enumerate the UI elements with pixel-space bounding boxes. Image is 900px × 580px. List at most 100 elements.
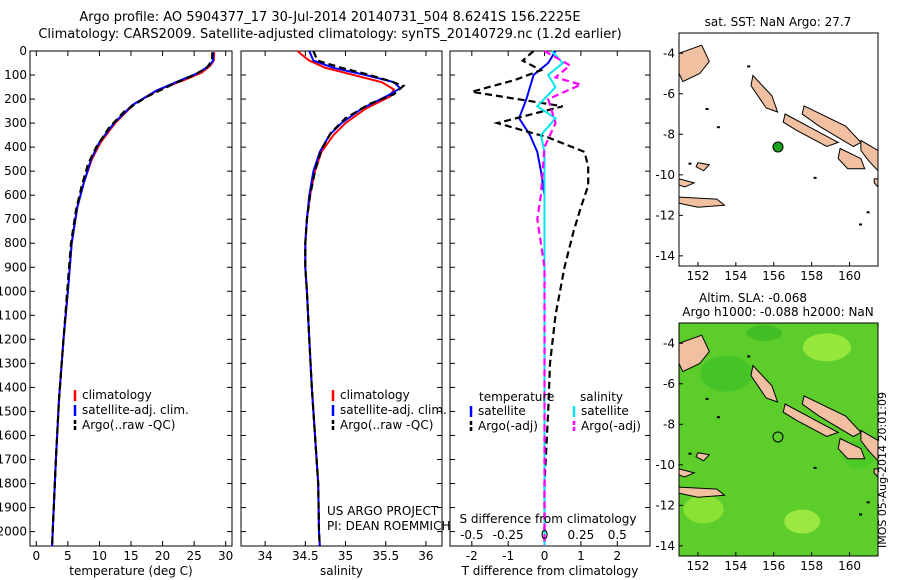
diff-s-axis-label: S difference from climatology [460, 512, 637, 526]
depth-tick-label: 1900 [0, 501, 27, 515]
diff-s-tick-label: -0.25 [493, 528, 524, 542]
depth-tick-label: 1300 [0, 356, 27, 370]
depth-tick-label: 1400 [0, 380, 27, 394]
map_sla-landmass [782, 403, 840, 438]
map_sla-islet [866, 501, 870, 504]
map_sla-xtick-label: 160 [838, 559, 861, 573]
map_sla-sla-patch [683, 495, 724, 524]
differences-frame [449, 50, 651, 547]
diff-legend-item: satellite [478, 404, 526, 418]
map_sla-landmass [750, 364, 779, 403]
map-sla-title: Altim. SLA: -0.068 [699, 291, 807, 305]
depth-tick-label: 300 [4, 116, 27, 130]
map_sst-ytick-label: -10 [655, 168, 675, 182]
diff-s-tick-label: 0 [541, 528, 549, 542]
salinity-xtick-label: 34.5 [292, 549, 319, 563]
map_sst-landmass [679, 178, 696, 188]
salinity-xlabel: salinity [320, 564, 363, 578]
map_sla-xtick-label: 156 [762, 559, 785, 573]
depth-tick-label: 1500 [0, 404, 27, 418]
map_sla-ytick-label: -10 [655, 458, 675, 472]
temperature-legend-item: satellite-adj. clim. [82, 403, 189, 417]
diff-s-tick-label: 0.25 [568, 528, 595, 542]
map_sst-frame [678, 32, 879, 267]
depth-tick-label: 1700 [0, 452, 27, 466]
map_sla-landmass [873, 468, 878, 478]
map_sst-ytick-label: -12 [655, 208, 675, 222]
depth-tick-label: 400 [4, 140, 27, 154]
salinity-xtick-label: 35.5 [372, 549, 399, 563]
depth-tick-label: 600 [4, 188, 27, 202]
imos-timestamp-label: IMOS 05-Aug-2014 20:01:09 [876, 392, 889, 548]
map-sst-title: sat. SST: NaN Argo: 27.7 [705, 15, 852, 29]
salinity-series-argo-raw-qc- [304, 50, 406, 547]
map_sla-ytick-label: -4 [663, 336, 675, 350]
chart-title-line1: Argo profile: AO 5904377_17 30-Jul-2014 … [79, 10, 581, 25]
differences-series-salinity-argo-adj- [536, 50, 585, 546]
differences-xlabel: T difference from climatology [461, 564, 639, 578]
map_sla-islet [688, 452, 692, 455]
diff-legend-item: Argo(-adj) [478, 419, 538, 433]
salinity-series-satellite-adj-clim- [304, 50, 402, 547]
depth-tick-label: 800 [4, 236, 27, 250]
map_sla-ytick-label: -12 [655, 498, 675, 512]
depth-tick-label: 1600 [0, 428, 27, 442]
map_sla-xtick-label: 158 [800, 559, 823, 573]
map_sst-landmass [782, 113, 840, 148]
argo-position-marker [772, 141, 784, 153]
map_sst-islet [716, 126, 720, 129]
chart-title-line2: Climatology: CARS2009. Satellite-adjuste… [38, 27, 622, 42]
salinity-frame [240, 50, 443, 547]
depth-tick-label: 2000 [0, 525, 27, 539]
map_sst-ytick-label: -14 [655, 249, 675, 263]
differences-xtick-label: -1 [502, 549, 514, 563]
salinity-xtick-label: 36 [418, 549, 433, 563]
pi-annotation: PI: DEAN ROEMMICH [327, 519, 450, 533]
map_sla-landmass [679, 486, 726, 498]
map_sst-landmass [679, 196, 726, 208]
map_sst-landmass [750, 74, 779, 113]
map_sst-landmass [695, 162, 711, 172]
map_sst-islet [866, 211, 870, 214]
map_sst-xtick-label: 158 [800, 269, 823, 283]
temperature-series-satellite-adj-clim- [51, 52, 215, 547]
map_sst-xtick-label: 152 [686, 269, 709, 283]
temperature-series-climatology [51, 52, 216, 547]
temperature-xlabel: temperature (deg C) [69, 564, 192, 578]
temperature-legend-item: Argo(..raw -QC) [82, 418, 175, 432]
map-sla-subtitle: Argo h1000: -0.088 h2000: NaN [682, 305, 874, 319]
project-annotation: US ARGO PROJECT [327, 504, 439, 518]
argo-position-marker-sla [772, 431, 784, 443]
diff-legend-item: satellite [581, 404, 629, 418]
depth-tick-label: 100 [4, 68, 27, 82]
depth-tick-label: 1000 [0, 284, 27, 298]
differences-xtick-label: 1 [577, 549, 585, 563]
differences-xtick-label: -2 [466, 549, 478, 563]
map_sla-islet [705, 397, 709, 400]
temperature-series-argo-raw-qc- [51, 52, 214, 547]
map_sst-islet [705, 107, 709, 110]
depth-tick-label: 1100 [0, 308, 27, 322]
temperature-xtick-label: 5 [64, 549, 72, 563]
salinity-legend-item: climatology [340, 388, 410, 402]
temperature-xtick-label: 25 [186, 549, 201, 563]
map_sst-ytick-label: -8 [663, 127, 675, 141]
map_sst-ytick-label: -6 [663, 87, 675, 101]
salinity-series-climatology [296, 50, 396, 547]
temperature-xtick-label: 20 [155, 549, 170, 563]
map_sla-sla-patch [784, 509, 821, 534]
map_sst-landmass [801, 105, 862, 148]
map_sla-sla-patch [802, 333, 851, 362]
differences-xtick-label: 0 [541, 549, 549, 563]
map_sla-islet [859, 513, 863, 516]
diff-legend-item: Argo(-adj) [581, 419, 641, 433]
salinity-xtick-label: 35 [338, 549, 353, 563]
differences-series-temperature-argo-adj- [471, 50, 590, 546]
map_sst-landmass [679, 44, 710, 83]
map_sst-islet [747, 65, 751, 68]
depth-tick-label: 900 [4, 260, 27, 274]
map_sla-landmass [695, 452, 711, 462]
depth-tick-label: 200 [4, 92, 27, 106]
diff-s-tick-label: -0.5 [460, 528, 483, 542]
map_sla-map [678, 322, 879, 557]
